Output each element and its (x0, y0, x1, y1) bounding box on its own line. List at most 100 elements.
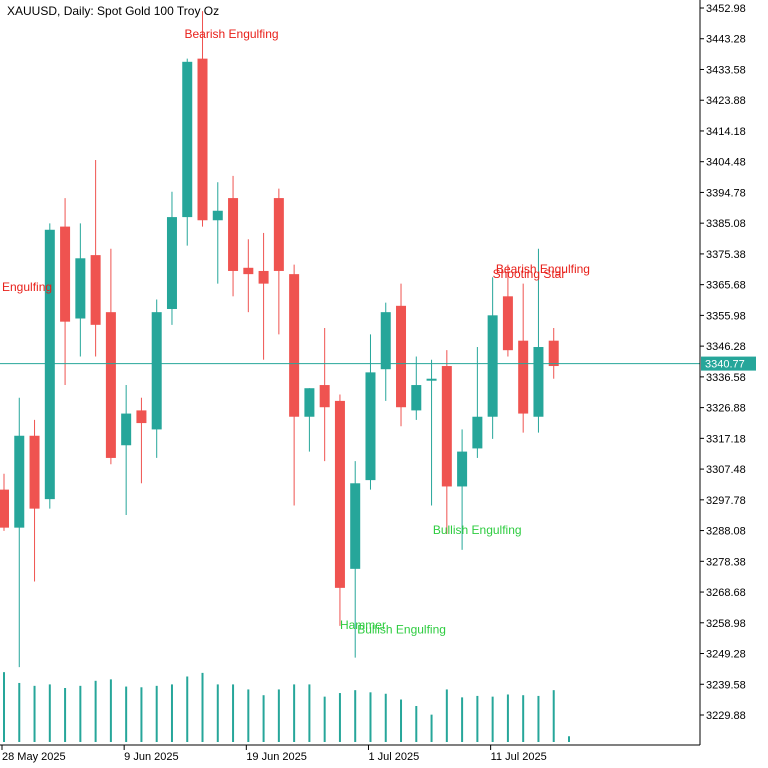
candle-body (533, 347, 544, 417)
candle (441, 350, 452, 534)
candle (182, 58, 193, 246)
y-tick-label: 3394.78 (706, 187, 746, 199)
candle-body (304, 388, 315, 417)
candle (258, 232, 269, 360)
candle (197, 11, 208, 227)
y-tick-label: 3385.08 (706, 218, 746, 230)
candle-body (365, 372, 376, 481)
candle-body (44, 229, 55, 500)
candle-body (166, 217, 177, 309)
x-tick-label: 1 Jul 2025 (368, 751, 419, 763)
candle (365, 334, 376, 490)
y-tick-label: 3414.18 (706, 126, 746, 138)
candle (75, 223, 86, 357)
y-tick-label: 3452.98 (706, 3, 746, 15)
y-tick-label: 3443.28 (706, 34, 746, 46)
y-tick-label: 3239.58 (706, 679, 746, 691)
candle (380, 302, 391, 401)
candle-body (121, 413, 132, 446)
candles (0, 11, 559, 668)
candle-body (548, 340, 559, 367)
candle (151, 299, 162, 458)
candle (502, 264, 513, 357)
candle (319, 328, 330, 462)
candle-body (182, 61, 193, 218)
candle (166, 191, 177, 325)
candle (350, 461, 361, 658)
x-tick-label: 11 Jul 2025 (491, 751, 547, 763)
candle-body (319, 385, 330, 408)
pattern-label: Shooting Star (493, 267, 566, 281)
chart-description: Spot Gold 100 Troy Oz (97, 4, 219, 18)
y-tick-label: 3326.88 (706, 403, 746, 415)
candle-body (426, 378, 437, 381)
candle (29, 419, 40, 582)
candle (457, 429, 468, 550)
y-tick-label: 3365.68 (706, 280, 746, 292)
candle-body (472, 416, 483, 449)
candle-body (60, 226, 71, 322)
candle-body (75, 258, 86, 319)
candle-body (334, 400, 345, 588)
y-tick-label: 3229.88 (706, 710, 746, 722)
y-tick-label: 3268.68 (706, 587, 746, 599)
candle (304, 388, 315, 452)
y-tick-label: 3404.48 (706, 157, 746, 169)
x-tick-label: 19 Jun 2025 (246, 751, 307, 763)
price-tag-bg (701, 356, 756, 371)
candle-body (411, 385, 422, 411)
candle-body (441, 366, 452, 487)
x-tick-label: 28 May 2025 (2, 751, 66, 763)
y-tick-label: 3346.28 (706, 341, 746, 353)
pattern-label: Bearish Engulfing (496, 262, 590, 276)
candle-body (136, 410, 147, 424)
pattern-label: Engulfing (2, 280, 52, 294)
candle (273, 188, 284, 335)
candle-body (518, 340, 529, 414)
pattern-label: Bullish Engulfing (433, 523, 522, 537)
candle-body (197, 58, 208, 221)
candle-body (212, 210, 223, 221)
candle-body (350, 483, 361, 569)
y-tick-label: 3433.58 (706, 64, 746, 76)
y-tick-label: 3307.48 (706, 464, 746, 476)
candle-body (502, 296, 513, 351)
y-tick-label: 3423.88 (706, 95, 746, 107)
price-axis: 3452.98 3443.28 3433.58 3423.88 3414.18 3404.… (700, 3, 746, 722)
candle-body (487, 315, 498, 417)
y-tick-label: 3249.28 (706, 649, 746, 661)
y-tick-label: 3258.98 (706, 618, 746, 630)
candle-body (228, 198, 239, 271)
pattern-label: Bearish Engulfing (185, 27, 279, 41)
candle-body (243, 267, 254, 275)
candle (533, 248, 544, 433)
candle-body (151, 312, 162, 430)
candle (121, 385, 132, 515)
candle-body (380, 312, 391, 370)
candle (136, 397, 147, 484)
candle (487, 277, 498, 439)
candle (228, 175, 239, 297)
candle (426, 359, 437, 506)
candle (105, 248, 116, 465)
y-tick-label: 3375.38 (706, 249, 746, 261)
candle (411, 356, 422, 420)
chart-symbol: XAUUSD (7, 4, 57, 18)
chart-timeframe: Daily: (64, 4, 94, 18)
candle (396, 283, 407, 427)
y-tick-label: 3355.98 (706, 310, 746, 322)
candle-body (258, 270, 269, 284)
candle-body (289, 274, 300, 417)
candle (289, 264, 300, 506)
candle (212, 182, 223, 284)
candle-body (90, 255, 101, 325)
y-tick-label: 3336.58 (706, 372, 746, 384)
chart-header: XAUUSD, Daily: Spot Gold 100 Troy Oz (7, 4, 219, 18)
y-tick-label: 3317.18 (706, 433, 746, 445)
candle (0, 473, 9, 531)
pattern-label: Bullish Engulfing (357, 623, 446, 637)
candle-body (273, 198, 284, 271)
candle (472, 347, 483, 458)
